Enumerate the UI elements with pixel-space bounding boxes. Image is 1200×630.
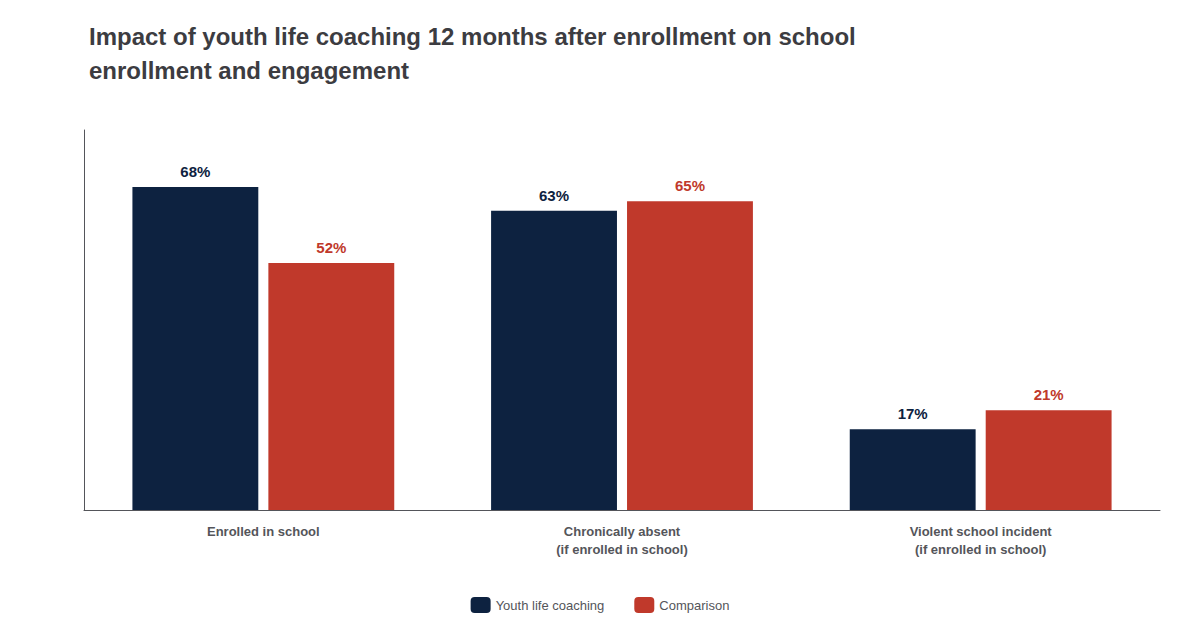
svg-text:17%: 17% bbox=[898, 405, 928, 422]
svg-text:65%: 65% bbox=[675, 177, 705, 194]
svg-text:Impact of youth life coaching: Impact of youth life coaching 12 months … bbox=[89, 23, 856, 50]
svg-text:21%: 21% bbox=[1034, 386, 1064, 403]
svg-text:enrollment and engagement: enrollment and engagement bbox=[89, 57, 409, 84]
svg-text:(if enrolled in school): (if enrolled in school) bbox=[915, 542, 1046, 557]
svg-text:68%: 68% bbox=[180, 163, 210, 180]
svg-text:52%: 52% bbox=[316, 239, 346, 256]
svg-text:Enrolled in school: Enrolled in school bbox=[207, 524, 320, 539]
svg-text:(if enrolled in school): (if enrolled in school) bbox=[556, 542, 687, 557]
svg-text:Violent school incident: Violent school incident bbox=[910, 524, 1053, 539]
svg-text:Chronically absent: Chronically absent bbox=[564, 524, 681, 539]
svg-text:Comparison: Comparison bbox=[659, 598, 729, 613]
svg-text:63%: 63% bbox=[539, 187, 569, 204]
svg-text:Youth life coaching: Youth life coaching bbox=[496, 598, 605, 613]
